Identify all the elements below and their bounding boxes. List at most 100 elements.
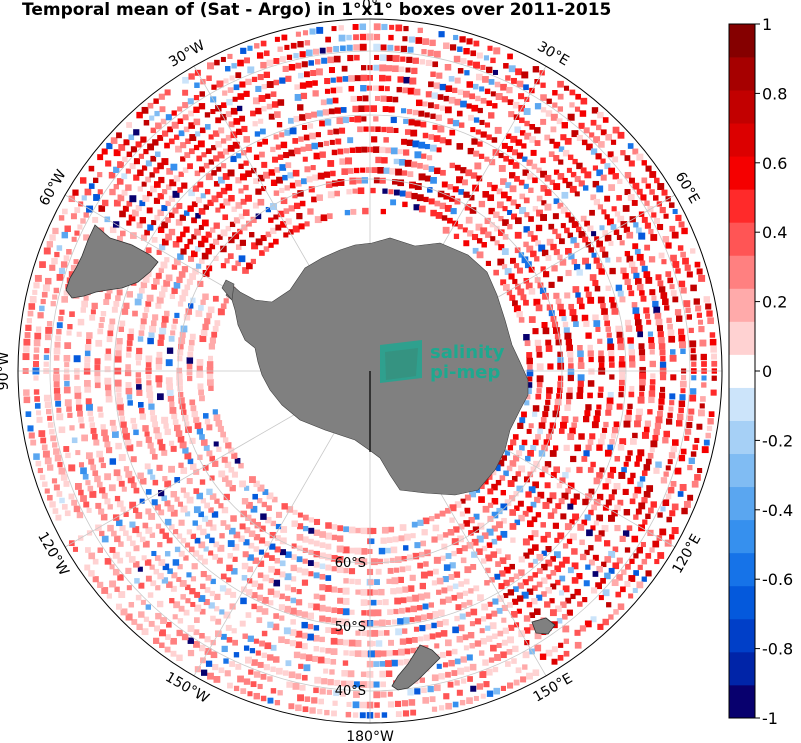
anomaly-cell xyxy=(643,426,650,433)
colorbar-bin xyxy=(729,387,755,421)
anomaly-cell xyxy=(611,509,618,517)
anomaly-cell xyxy=(346,34,352,41)
anomaly-cell xyxy=(188,189,195,197)
anomaly-cell xyxy=(158,333,165,340)
anomaly-cell xyxy=(380,681,386,688)
anomaly-cell xyxy=(409,574,416,581)
anomaly-cell xyxy=(508,159,514,165)
anomaly-cell xyxy=(445,596,452,604)
anomaly-cell xyxy=(605,257,611,263)
anomaly-cell xyxy=(561,122,568,129)
anomaly-cell xyxy=(564,137,572,145)
anomaly-cell xyxy=(524,340,531,347)
anomaly-cell xyxy=(233,685,240,692)
anomaly-cell xyxy=(439,510,446,517)
anomaly-cell xyxy=(531,163,538,170)
anomaly-cell xyxy=(135,512,143,519)
anomaly-cell xyxy=(334,190,340,197)
anomaly-cell xyxy=(231,568,238,575)
anomaly-cell xyxy=(35,460,42,467)
anomaly-cell xyxy=(565,338,572,346)
anomaly-cell xyxy=(684,264,691,271)
anomaly-cell xyxy=(147,337,154,345)
anomaly-cell xyxy=(648,507,654,514)
anomaly-cell xyxy=(419,625,426,632)
anomaly-cell xyxy=(181,289,189,297)
anomaly-cell xyxy=(203,162,210,169)
anomaly-cell xyxy=(608,167,616,175)
anomaly-cell xyxy=(195,263,202,269)
anomaly-cell xyxy=(513,455,520,462)
anomaly-cell xyxy=(501,517,507,524)
anomaly-cell xyxy=(70,213,77,220)
anomaly-cell xyxy=(424,112,430,118)
anomaly-cell xyxy=(566,167,572,173)
anomaly-cell xyxy=(201,252,209,260)
anomaly-cell xyxy=(355,527,361,534)
anomaly-cell xyxy=(574,175,581,183)
anomaly-cell xyxy=(71,499,78,506)
anomaly-cell xyxy=(288,64,296,71)
anomaly-cell xyxy=(627,403,633,410)
anomaly-cell xyxy=(370,187,376,194)
anomaly-cell xyxy=(118,410,125,416)
anomaly-cell xyxy=(347,670,355,678)
anomaly-cell xyxy=(590,461,596,468)
anomaly-cell xyxy=(418,205,426,213)
anomaly-cell xyxy=(534,256,540,262)
anomaly-cell xyxy=(473,513,480,520)
anomaly-cell xyxy=(432,568,439,575)
anomaly-cell xyxy=(180,142,187,149)
anomaly-cell xyxy=(490,91,496,97)
anomaly-cell xyxy=(39,261,46,268)
anomaly-cell xyxy=(638,502,646,510)
anomaly-cell xyxy=(238,255,246,263)
anomaly-cell xyxy=(329,139,335,145)
anomaly-cell xyxy=(222,214,229,221)
anomaly-cell xyxy=(319,647,325,653)
anomaly-cell xyxy=(277,154,284,161)
anomaly-cell xyxy=(370,527,377,535)
anomaly-cell xyxy=(486,613,492,620)
anomaly-cell xyxy=(512,149,519,156)
anomaly-cell xyxy=(540,170,548,178)
anomaly-cell xyxy=(261,652,267,659)
anomaly-cell xyxy=(225,65,231,72)
anomaly-cell xyxy=(397,648,405,656)
colorbar-ticks: 10.80.60.40.20-0.2-0.4-0.6-0.8-1 xyxy=(755,15,793,728)
anomaly-cell xyxy=(577,344,583,351)
anomaly-cell xyxy=(300,146,306,152)
anomaly-cell xyxy=(279,560,286,567)
anomaly-cell xyxy=(433,82,441,89)
anomaly-cell xyxy=(58,467,66,475)
anomaly-cell xyxy=(602,483,609,490)
anomaly-cell xyxy=(109,458,117,465)
anomaly-cell xyxy=(197,383,204,390)
anomaly-cell xyxy=(602,230,608,236)
anomaly-cell xyxy=(218,503,224,509)
anomaly-cell xyxy=(178,337,186,345)
anomaly-cell xyxy=(186,572,192,578)
anomaly-cell xyxy=(555,503,562,510)
anomaly-cell xyxy=(393,127,399,134)
anomaly-cell xyxy=(401,170,408,176)
anomaly-cell xyxy=(219,609,225,615)
anomaly-cell xyxy=(305,654,313,662)
anomaly-cell xyxy=(595,153,602,160)
anomaly-cell xyxy=(583,185,589,191)
anomaly-cell xyxy=(478,650,485,656)
anomaly-cell xyxy=(99,487,106,494)
anomaly-cell xyxy=(627,337,634,344)
anomaly-cell xyxy=(549,598,555,604)
anomaly-cell xyxy=(660,292,668,299)
anomaly-cell xyxy=(385,670,393,678)
anomaly-cell xyxy=(302,706,309,713)
anomaly-cell xyxy=(197,554,204,561)
anomaly-cell xyxy=(147,102,154,109)
anomaly-cell xyxy=(480,616,487,622)
anomaly-cell xyxy=(287,117,294,124)
anomaly-cell xyxy=(58,316,64,322)
anomaly-cell xyxy=(469,490,477,498)
anomaly-cell xyxy=(433,684,441,692)
anomaly-cell xyxy=(576,392,584,400)
